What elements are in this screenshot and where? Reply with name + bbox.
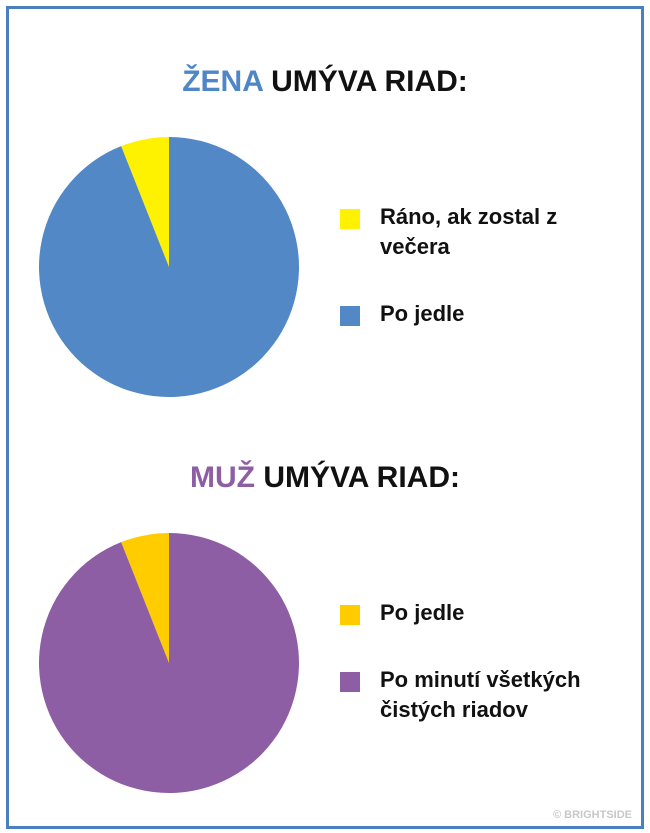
legend-label: Po minutí všetkých čistých riadov — [380, 667, 581, 722]
title-highlight: MUŽ — [190, 461, 255, 494]
legend-swatch — [340, 672, 360, 692]
pie-slice — [121, 137, 169, 267]
frame — [6, 6, 644, 829]
chart-title: ŽENA UMÝVA RIAD: — [0, 65, 650, 99]
title-text: UMÝVA RIAD: — [271, 65, 468, 98]
pie-slice — [121, 533, 169, 663]
legend-label: Ráno, ak zostal z večera — [380, 204, 558, 259]
legend-label: Po jedle — [380, 600, 465, 625]
pie-slice — [38, 533, 299, 794]
legend-item: Po jedle — [340, 600, 630, 628]
legend-item: Po minutí všetkých čistých riadov — [340, 667, 630, 725]
legend: Po jedle Po minutí všetkých čistých riado… — [340, 600, 630, 725]
pie-slice — [39, 137, 299, 397]
legend-label: Po jedle — [380, 301, 465, 326]
legend-swatch — [340, 605, 360, 625]
title-highlight: ŽENA — [182, 65, 263, 98]
legend-item: Po jedle — [340, 301, 630, 329]
legend: Ráno, ak zostal z večera Po jedle — [340, 204, 630, 329]
chart-title: MUŽ UMÝVA RIAD: — [0, 461, 650, 495]
footer: © BRIGHTSIDE — [553, 809, 632, 821]
legend-item: Ráno, ak zostal z večera — [340, 204, 630, 262]
title-text: UMÝVA RIAD: — [263, 461, 460, 494]
legend-swatch — [340, 209, 360, 229]
legend-swatch — [340, 306, 360, 326]
